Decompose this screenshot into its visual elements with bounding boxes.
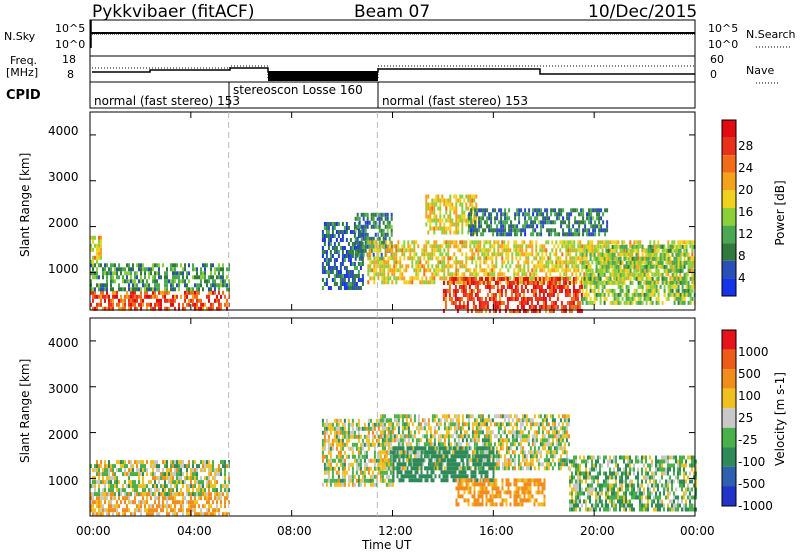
power-region-7 (442, 277, 583, 313)
power-cbar-tick-24: 24 (738, 161, 754, 175)
xtick-1600: 16:00 (479, 524, 514, 538)
nave-label: Nave (746, 64, 775, 77)
velocity-region-5 (455, 478, 546, 507)
date-label: 10/Dec/2015 (588, 2, 698, 22)
power-cbar-swatch-4 (722, 190, 736, 208)
nave-trace (92, 65, 695, 79)
vel-cbar-swatch-5 (722, 427, 736, 448)
power-cbar-tick-28: 28 (738, 139, 754, 153)
vel-cbar-swatch-4 (722, 408, 736, 428)
power-cbar-label: Power [dB] (773, 180, 787, 246)
power-heatmap (90, 194, 696, 313)
power-cbar-tick-8: 8 (738, 249, 746, 263)
axis-ticks (89, 112, 696, 516)
cpid-panel-frame (89, 81, 696, 109)
power-cbar-swatch-3 (722, 172, 736, 191)
freq-left-tick-top: 18 (62, 53, 76, 66)
xtick-2400: 00:00 (680, 524, 715, 538)
vel-cbar-swatch-2 (722, 369, 736, 389)
vel-cbar-swatch-8 (722, 486, 736, 506)
power-cbar-swatch-5 (722, 208, 736, 226)
noise-right-tick-top: 10^5 (708, 22, 739, 35)
xtick-1200: 12:00 (378, 524, 413, 538)
beam-label: Beam 07 (354, 2, 431, 22)
velocity-region-1 (90, 460, 230, 497)
freq-label-line1: Freq. (10, 54, 38, 67)
vel-cbar-tick-100: 100 (738, 389, 761, 403)
noise-left-tick-bottom: 10^0 (55, 38, 86, 51)
xtick-0000: 00:00 (76, 524, 111, 538)
vel-cbar-swatch-0 (722, 330, 736, 350)
vel-cbar-tick-minus25: -25 (738, 433, 758, 447)
velocity-ytick-4000: 4000 (48, 336, 79, 350)
power-cbar-tick-20: 20 (738, 183, 754, 197)
vel-cbar-swatch-3 (722, 388, 736, 409)
vel-cbar-frame (721, 329, 737, 507)
vel-cbar-tick-1000: 1000 (738, 345, 769, 359)
power-cbar-swatch-9 (722, 278, 736, 296)
radar-title: Pykkvibaer (fitACF) (92, 2, 255, 22)
vel-cbar-swatch-6 (722, 447, 736, 467)
nave-right-tick-bottom: 0 (710, 68, 717, 81)
vel-cbar-swatch-1 (722, 349, 736, 370)
nave-right-tick-top: 60 (710, 53, 724, 66)
power-region-9 (581, 244, 696, 305)
power-cbar-tick-4: 4 (738, 271, 746, 285)
power-cbar-swatch-7 (722, 243, 736, 261)
power-region-8 (468, 208, 609, 237)
power-cbar-swatch-2 (722, 155, 736, 173)
xtick-0800: 08:00 (277, 524, 312, 538)
velocity-ylabel: Slant Range [km] (18, 358, 32, 463)
noise-panel-frame (89, 19, 696, 57)
velocity-region-2 (321, 418, 394, 487)
cpid-label: CPID (6, 88, 41, 103)
power-region-2 (90, 235, 102, 264)
vel-cbar-swatch-7 (722, 466, 736, 487)
power-cbar-tick-16: 16 (738, 205, 754, 219)
freq-left-tick-bottom: 8 (67, 68, 74, 81)
xaxis-label: Time UT (362, 538, 412, 552)
xtick-2000: 20:00 (580, 524, 615, 538)
freq-label-line2: [MHz] (6, 66, 39, 79)
power-region-1 (90, 263, 230, 292)
vel-cbar-tick-500: 500 (738, 367, 761, 381)
vel-cbar-tick-25: 25 (738, 411, 754, 425)
velocity-colorbar (721, 329, 737, 507)
velocity-ytick-1000: 1000 (48, 474, 79, 488)
velocity-region-6 (569, 455, 697, 512)
cpid-segment-2: stereoscon Losse 160 (233, 83, 363, 97)
power-cbar-tick-12: 12 (738, 227, 754, 241)
cpid-segment-1: normal (fast stereo) 153 (94, 94, 241, 108)
velocity-region-0 (90, 492, 230, 517)
vel-cbar-tick-minus500: -500 (738, 477, 766, 491)
power-ytick-2000: 2000 (48, 216, 79, 230)
power-cbar-frame (721, 119, 737, 297)
power-region-0 (90, 290, 230, 311)
freq-trace (92, 67, 695, 81)
vel-cbar-tick-minus100: -100 (738, 455, 766, 469)
power-cbar-swatch-0 (722, 120, 736, 138)
cpid-change-markers (228, 112, 378, 516)
xtick-0400: 04:00 (177, 524, 212, 538)
velocity-ytick-3000: 3000 (48, 382, 79, 396)
power-cbar-swatch-8 (722, 260, 736, 279)
vel-cbar-tick-minus1000: -1000 (738, 499, 773, 513)
power-ytick-3000: 3000 (48, 170, 79, 184)
noise-search-label: N.Search (746, 28, 796, 41)
cpid-segment-3: normal (fast stereo) 153 (382, 94, 529, 108)
power-ytick-4000: 4000 (48, 124, 79, 138)
noise-sky-label: N.Sky (4, 30, 36, 43)
noise-right-tick-bottom: 10^0 (708, 38, 739, 51)
power-ylabel: Slant Range [km] (18, 152, 32, 257)
noise-left-tick-top: 10^5 (55, 22, 86, 35)
velocity-cbar-label: Velocity [m s-1] (773, 372, 787, 466)
velocity-heatmap (90, 414, 697, 517)
velocity-ytick-2000: 2000 (48, 428, 79, 442)
power-cbar-swatch-6 (722, 225, 736, 244)
power-ytick-1000: 1000 (48, 262, 79, 276)
power-colorbar (721, 119, 737, 297)
power-cbar-swatch-1 (722, 137, 736, 156)
